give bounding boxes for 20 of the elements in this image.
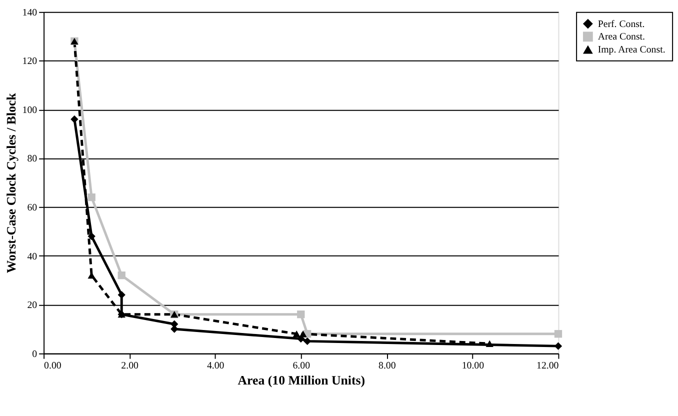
x-axis-title: Area (10 Million Units) <box>238 374 366 388</box>
y-tick-label: 120 <box>22 56 38 68</box>
y-tick-label: 0 <box>32 348 38 360</box>
legend-label: Imp. Area Const. <box>598 44 666 56</box>
x-tick-label: 0.00 <box>44 360 62 372</box>
y-tick-label: 40 <box>27 251 38 262</box>
y-tick-label: 140 <box>22 7 38 18</box>
legend-label: Area Const. <box>598 32 645 43</box>
y-tick-label: 60 <box>27 202 38 214</box>
y-axis-title: Worst-Case Clock Cycles / Block <box>4 92 18 274</box>
y-tick-label: 100 <box>22 104 38 116</box>
y-tick-label: 20 <box>27 300 38 312</box>
y-tick-label: 80 <box>27 154 38 165</box>
x-tick-label: 6.00 <box>292 360 310 372</box>
x-tick-label: 4.00 <box>206 360 224 372</box>
x-tick-label: 2.00 <box>121 360 139 372</box>
legend-label: Perf. Const. <box>598 18 645 30</box>
x-tick-label: 12.00 <box>536 360 559 372</box>
x-tick-label: 10.00 <box>462 360 484 372</box>
x-tick-label: 8.00 <box>378 360 396 372</box>
